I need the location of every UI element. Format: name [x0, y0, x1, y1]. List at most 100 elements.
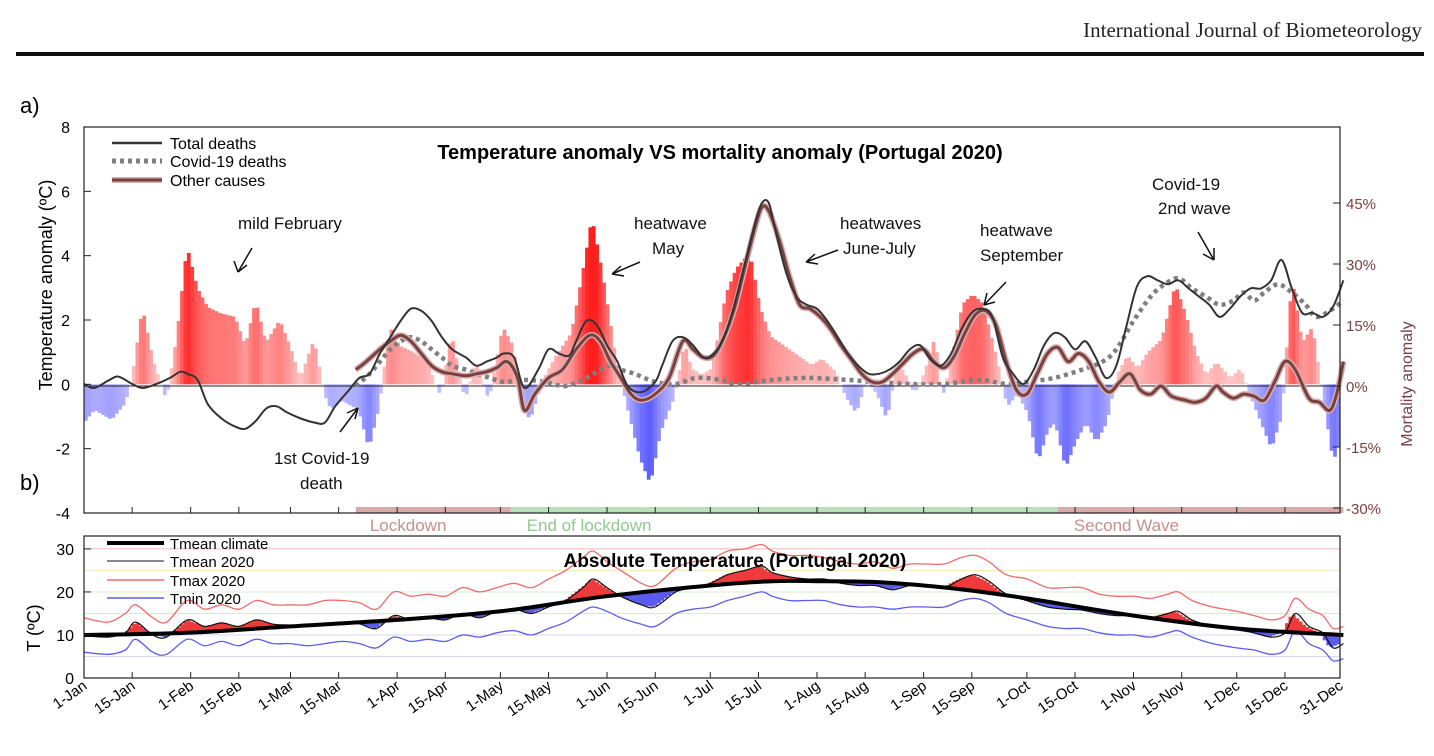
anomaly-bar [351, 384, 356, 408]
anomaly-bar [633, 384, 637, 438]
anomaly-bar [828, 366, 833, 385]
tmean-anomaly-fill [1288, 616, 1293, 632]
anomaly-bar [464, 384, 469, 394]
tmean-anomaly-fill [248, 621, 253, 629]
anomaly-bar [1199, 363, 1204, 385]
anomaly-bar [986, 324, 991, 385]
anomaly-bar [1137, 365, 1142, 385]
anomaly-bar [132, 366, 136, 385]
annotation-covid-wave-2: 2nd wave [1158, 199, 1231, 218]
anomaly-bar [849, 384, 853, 406]
anomaly-bar [883, 384, 888, 416]
tmean-anomaly-fill [657, 590, 661, 604]
anomaly-bar [368, 384, 373, 442]
anomaly-bar [293, 361, 298, 385]
y-tick-label-left: 2 [61, 313, 70, 330]
series-tmin-2020 [83, 591, 1344, 662]
anomaly-bar [897, 364, 902, 385]
x-tick-label: 15-Oct [1035, 677, 1082, 717]
anomaly-bar [1116, 371, 1121, 385]
anomaly-bar [856, 384, 860, 408]
anomaly-bar [252, 308, 256, 385]
anomaly-bar [1281, 384, 1286, 394]
anomaly-bar [729, 281, 733, 385]
anomaly-bar [924, 365, 929, 385]
anomaly-bar [1295, 310, 1300, 385]
anomaly-bar [193, 280, 198, 385]
tmean-anomaly-fill [993, 587, 998, 595]
anomaly-bar [186, 252, 191, 385]
mortality-lines [83, 198, 1347, 431]
x-tick-label: 1-Nov [1097, 677, 1140, 714]
anomaly-bar [245, 338, 250, 385]
anomaly-bar [1298, 331, 1303, 385]
anomaly-bar [859, 384, 864, 398]
tmean-anomaly-fill [190, 621, 195, 633]
anomaly-bar [385, 339, 390, 385]
anomaly-bar [1134, 366, 1138, 385]
tmean-anomaly-fill [663, 589, 668, 599]
tmean-anomaly-fill [989, 585, 994, 594]
anomaly-bar [1322, 384, 1327, 408]
series-tmean-climate [83, 578, 1344, 637]
anomaly-bar [454, 358, 459, 385]
anomaly-bar [1288, 301, 1293, 385]
anomaly-bar [557, 350, 562, 385]
anomaly-bar [430, 375, 435, 385]
anomaly-bar [1144, 354, 1149, 385]
period-bar-2 [1057, 507, 1344, 513]
anomaly-bar [1164, 318, 1169, 385]
anomaly-bar [1291, 288, 1296, 385]
tmean-anomaly-fill [952, 581, 956, 589]
anomaly-bar [1065, 384, 1070, 464]
anomaly-bar [320, 384, 325, 385]
tmean-anomaly-fill [591, 580, 596, 598]
anomaly-bar [1106, 384, 1111, 415]
tmean-anomaly-fill [609, 590, 613, 596]
anomaly-bar [718, 322, 723, 385]
y-tick-label-right: -15% [1346, 440, 1381, 457]
anomaly-bar [917, 382, 922, 385]
anomaly-bar [317, 366, 322, 385]
tmean-anomaly-fill [1257, 630, 1262, 635]
anomaly-bar [687, 361, 692, 385]
anomaly-bar [104, 384, 109, 417]
tmean-anomaly-fill [1065, 605, 1070, 610]
y-tick-label-left: -4 [56, 506, 70, 523]
tmean-anomaly-fill [574, 591, 579, 601]
anomaly-bar [629, 384, 634, 425]
anomaly-bar [1230, 376, 1234, 385]
anomaly-bar [300, 373, 304, 385]
arrow-covid-2nd-wave [1197, 231, 1215, 261]
anomaly-bar [818, 359, 823, 385]
tmean-anomaly-fill [948, 583, 953, 589]
anomaly-bar [814, 361, 819, 385]
tmean-anomaly-fill [252, 620, 256, 629]
arrow-mild-february [233, 247, 253, 273]
anomaly-bar [663, 384, 668, 420]
tmean-anomaly-fill [667, 589, 672, 596]
y-tick-label-b: 0 [65, 671, 74, 688]
tmean-anomaly-fill [605, 588, 610, 597]
anomaly-bar [801, 359, 805, 385]
x-tick-label: 1-Sep [887, 677, 930, 714]
annotation-heatwave-sep-1: heatwave [980, 221, 1053, 240]
anomaly-bar [979, 302, 984, 385]
tmean-anomaly-fill [588, 580, 593, 599]
anomaly-bar [1086, 384, 1090, 427]
anomaly-bar [478, 376, 483, 385]
tmean-anomaly-fill [1295, 618, 1300, 633]
anomaly-bar [904, 375, 908, 385]
anomaly-bar [808, 363, 812, 385]
anomaly-bar [461, 384, 466, 392]
anomaly-bar [173, 346, 177, 385]
tmean-anomaly-fill [1267, 630, 1272, 637]
tmean-anomaly-fill [238, 625, 243, 630]
anomaly-bar [1055, 384, 1059, 431]
anomaly-bar [821, 360, 826, 385]
anomaly-bar [255, 307, 260, 385]
anomaly-bar [736, 266, 740, 385]
anomaly-bar [1247, 384, 1252, 393]
anomaly-bar [145, 332, 150, 385]
tmean-anomaly-fill [1062, 604, 1066, 610]
